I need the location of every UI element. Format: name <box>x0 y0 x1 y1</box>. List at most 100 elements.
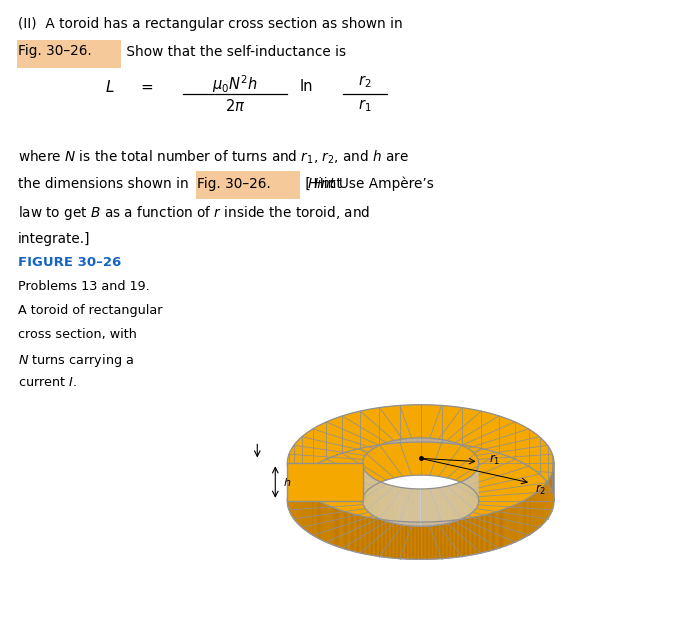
Polygon shape <box>352 514 353 551</box>
Polygon shape <box>373 518 375 556</box>
Polygon shape <box>385 520 386 557</box>
Polygon shape <box>490 414 492 451</box>
Polygon shape <box>524 500 525 538</box>
Polygon shape <box>346 512 347 550</box>
Polygon shape <box>310 430 311 468</box>
Polygon shape <box>317 426 318 463</box>
Polygon shape <box>451 521 452 558</box>
Polygon shape <box>492 513 493 550</box>
Polygon shape <box>431 405 432 442</box>
Polygon shape <box>425 405 427 442</box>
Polygon shape <box>371 518 372 555</box>
Polygon shape <box>348 513 350 550</box>
Polygon shape <box>469 518 471 555</box>
Polygon shape <box>494 414 495 452</box>
Polygon shape <box>468 518 469 555</box>
Polygon shape <box>341 511 343 549</box>
Polygon shape <box>515 504 516 542</box>
Polygon shape <box>308 495 309 533</box>
Polygon shape <box>307 494 308 532</box>
Polygon shape <box>348 513 350 550</box>
Polygon shape <box>309 496 310 533</box>
Polygon shape <box>465 519 466 556</box>
Polygon shape <box>495 512 497 549</box>
Polygon shape <box>350 414 351 451</box>
Polygon shape <box>399 521 400 559</box>
Polygon shape <box>437 522 438 559</box>
Text: integrate.]: integrate.] <box>18 231 90 246</box>
Polygon shape <box>348 414 350 452</box>
Polygon shape <box>468 518 469 555</box>
Polygon shape <box>378 519 379 557</box>
Polygon shape <box>337 509 338 547</box>
Polygon shape <box>399 521 400 559</box>
Polygon shape <box>337 417 338 455</box>
Polygon shape <box>358 515 359 553</box>
Polygon shape <box>521 501 523 539</box>
Polygon shape <box>362 516 363 554</box>
Polygon shape <box>384 520 385 557</box>
Polygon shape <box>391 406 392 443</box>
Polygon shape <box>424 522 425 559</box>
Polygon shape <box>408 522 409 559</box>
Polygon shape <box>518 503 520 541</box>
Polygon shape <box>311 429 312 467</box>
Polygon shape <box>367 517 368 555</box>
Polygon shape <box>488 514 489 551</box>
Polygon shape <box>515 422 516 460</box>
Polygon shape <box>392 406 393 443</box>
Polygon shape <box>403 405 404 442</box>
Polygon shape <box>358 411 359 449</box>
Polygon shape <box>449 521 451 558</box>
Polygon shape <box>473 409 475 447</box>
Polygon shape <box>526 499 527 537</box>
Polygon shape <box>453 520 455 557</box>
Polygon shape <box>339 417 341 454</box>
Polygon shape <box>468 409 469 446</box>
Polygon shape <box>408 405 409 442</box>
Polygon shape <box>428 522 430 559</box>
Polygon shape <box>532 431 533 469</box>
Polygon shape <box>365 517 366 554</box>
Polygon shape <box>482 515 484 553</box>
Polygon shape <box>395 406 396 443</box>
Polygon shape <box>505 508 506 546</box>
Text: FIGURE 30–26: FIGURE 30–26 <box>18 256 121 269</box>
Polygon shape <box>423 405 424 442</box>
Polygon shape <box>520 503 521 540</box>
Polygon shape <box>309 496 310 533</box>
Text: $r_2$: $r_2$ <box>358 74 371 90</box>
Polygon shape <box>427 522 428 559</box>
Polygon shape <box>320 424 321 462</box>
Polygon shape <box>489 513 490 551</box>
Polygon shape <box>360 516 362 554</box>
Polygon shape <box>323 503 324 541</box>
Text: $N$ turns carrying a: $N$ turns carrying a <box>18 352 134 369</box>
Polygon shape <box>484 514 486 552</box>
Polygon shape <box>388 406 389 444</box>
Polygon shape <box>489 513 490 551</box>
Polygon shape <box>516 423 518 460</box>
Polygon shape <box>487 514 488 552</box>
Polygon shape <box>358 515 359 553</box>
Polygon shape <box>504 509 505 547</box>
Text: law to get $B$ as a function of $r$ inside the toroid, and: law to get $B$ as a function of $r$ insi… <box>18 204 370 222</box>
Polygon shape <box>415 405 416 442</box>
Polygon shape <box>376 519 378 556</box>
Polygon shape <box>321 424 323 462</box>
Polygon shape <box>486 514 487 552</box>
Polygon shape <box>415 522 416 559</box>
Polygon shape <box>356 412 357 450</box>
Polygon shape <box>430 405 431 442</box>
Polygon shape <box>461 519 462 557</box>
Polygon shape <box>304 492 305 530</box>
Polygon shape <box>363 410 365 448</box>
Polygon shape <box>319 425 320 463</box>
Polygon shape <box>376 408 378 445</box>
Polygon shape <box>530 430 531 468</box>
Polygon shape <box>382 519 384 557</box>
Polygon shape <box>395 521 396 559</box>
Polygon shape <box>530 496 531 534</box>
Polygon shape <box>306 432 307 470</box>
Polygon shape <box>320 502 321 540</box>
